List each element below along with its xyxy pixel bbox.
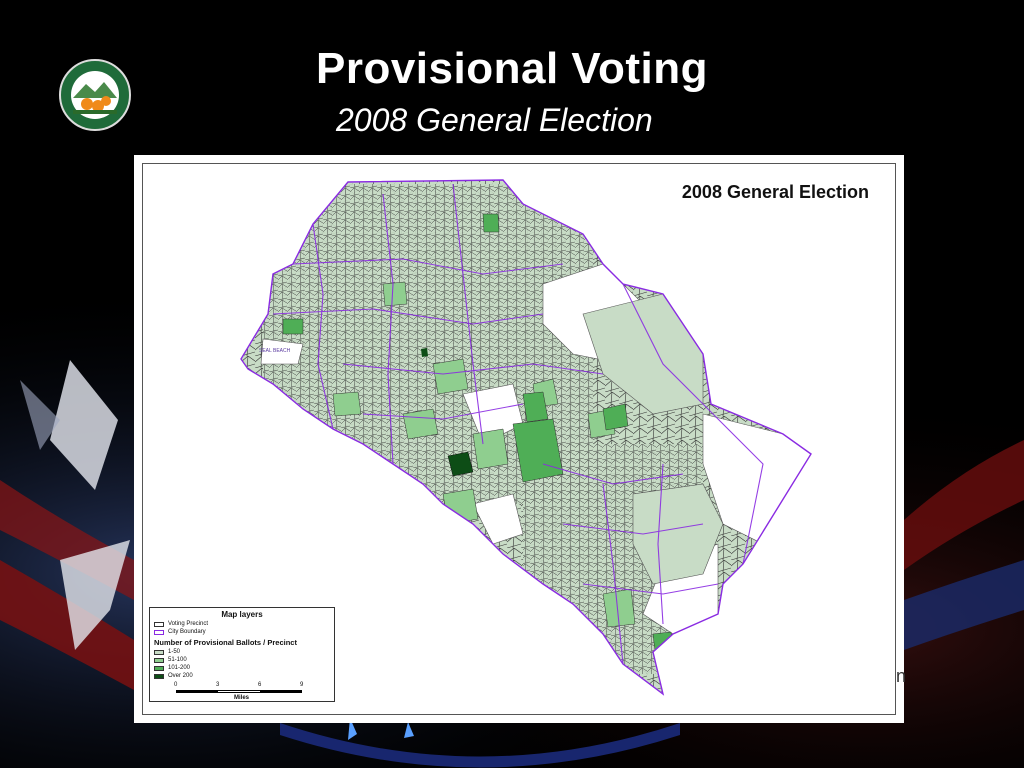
scale-tick-label: 6 bbox=[258, 682, 262, 688]
legend-label: 1-50 bbox=[168, 649, 181, 655]
slide-subtitle: 2008 General Election bbox=[336, 102, 653, 138]
map-figure: SEAL BEACH 2008 General Election Map lay… bbox=[134, 155, 904, 723]
legend-class-51-100: 51-100 bbox=[154, 656, 330, 664]
map-panel: SEAL BEACH 2008 General Election Map lay… bbox=[142, 163, 896, 715]
scale-bar: 0 3 6 9 Miles bbox=[154, 682, 330, 702]
legend-swatch bbox=[154, 673, 164, 679]
legend-swatch bbox=[154, 629, 164, 635]
legend-layer-city-boundary: City Boundary bbox=[154, 628, 330, 636]
legend-layer-voting-precinct: Voting Precinct bbox=[154, 620, 330, 628]
legend-heading: Map layers bbox=[221, 610, 263, 619]
legend-label: 51-100 bbox=[168, 657, 187, 663]
legend-swatch bbox=[154, 621, 164, 627]
legend-label: 101-200 bbox=[168, 665, 191, 671]
legend-swatch bbox=[154, 657, 164, 663]
legend-swatch bbox=[154, 649, 164, 655]
legend-label: City Boundary bbox=[168, 629, 206, 635]
scale-tick-label: 3 bbox=[216, 682, 220, 688]
legend-class-101-200: 101-200 bbox=[154, 664, 330, 672]
legend-classes-title: Number of Provisional Ballots / Precinct bbox=[154, 638, 297, 647]
background-text-fragment: n bbox=[896, 666, 907, 686]
map-title: 2008 General Election bbox=[681, 182, 869, 202]
scale-unit: Miles bbox=[234, 695, 250, 701]
scale-bar-graphic bbox=[176, 690, 302, 693]
map-place-label: SEAL BEACH bbox=[259, 348, 291, 354]
legend-label: Over 200 bbox=[168, 673, 193, 679]
legend-label: Voting Precinct bbox=[168, 621, 209, 627]
slide-title: Provisional Voting bbox=[315, 44, 708, 93]
map-legend: Map layers Voting Precinct City Boundary… bbox=[149, 607, 335, 702]
legend-class-over-200: Over 200 bbox=[154, 672, 330, 680]
scale-tick-label: 0 bbox=[174, 682, 178, 688]
legend-swatch bbox=[154, 665, 164, 671]
legend-class-1-50: 1-50 bbox=[154, 648, 330, 656]
county-of-orange-seal-icon bbox=[59, 59, 131, 131]
county-precinct-map: SEAL BEACH bbox=[240, 179, 812, 696]
scale-tick-label: 9 bbox=[300, 682, 304, 688]
